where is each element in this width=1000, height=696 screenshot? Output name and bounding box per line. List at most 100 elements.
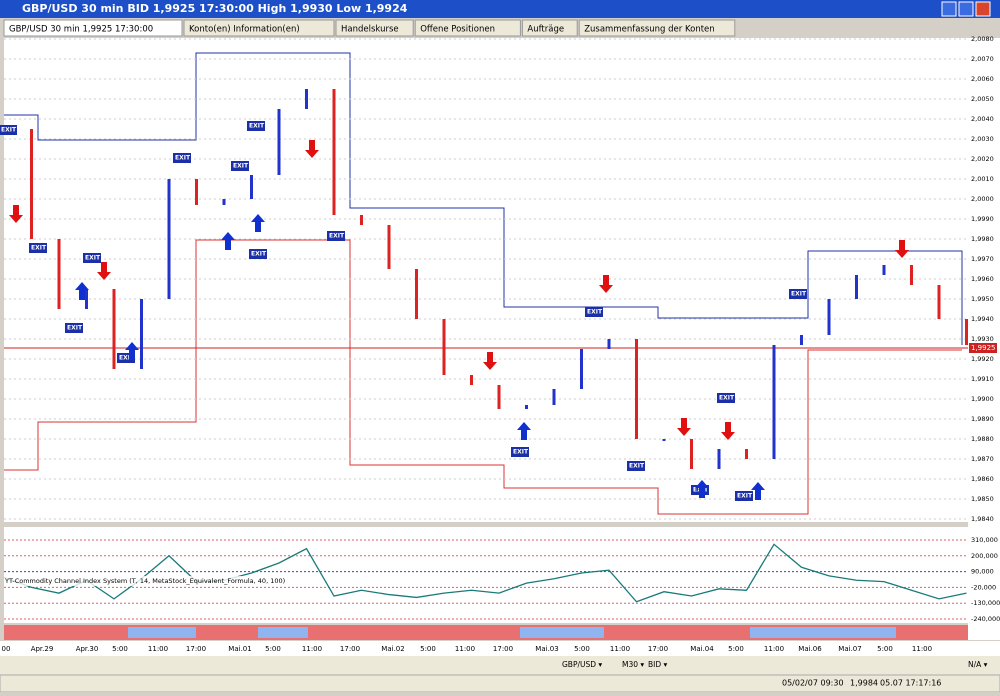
exit-box	[117, 353, 135, 363]
exit-box	[327, 231, 345, 241]
exit-box	[717, 393, 735, 403]
buy-arrow	[517, 422, 531, 440]
price-tick-label: 1,9990	[971, 215, 994, 223]
sell-arrow	[97, 262, 111, 280]
time-tick-label: Mai.07	[838, 645, 861, 653]
signal-long	[750, 627, 896, 638]
buy-arrow	[695, 480, 709, 498]
indicator-tick-label: -240,000	[971, 615, 1000, 623]
exit-box	[585, 307, 603, 317]
time-tick-label: Mai.01	[228, 645, 251, 653]
exit-label: EXIT	[233, 163, 249, 170]
time-tick-label: 5:00	[877, 645, 893, 653]
time-tick-label: 5:00	[574, 645, 590, 653]
toolbar-dropdown[interactable]: GBP/USD ▾	[562, 660, 602, 669]
indicator-tick-label: 200,000	[971, 552, 998, 560]
time-tick-label: Mai.04	[690, 645, 714, 653]
time-tick-label: 5:00	[112, 645, 128, 653]
time-tick-label: Mai.06	[798, 645, 822, 653]
tab[interactable]	[414, 19, 521, 37]
exit-box	[249, 249, 267, 259]
price-tick-label: 1,9870	[971, 455, 994, 463]
time-tick-label: Apr.30	[76, 645, 99, 653]
price-tick-label: 1,9920	[971, 355, 994, 363]
toolbar-dropdown[interactable]: BID ▾	[648, 660, 668, 669]
price-tick-label: 1,9890	[971, 415, 994, 423]
tab[interactable]	[578, 19, 736, 37]
price-tick-label: 1,9840	[971, 515, 994, 523]
price-tick-label: 2,0030	[971, 135, 994, 143]
exit-box	[65, 323, 83, 333]
time-tick-label: 11:00	[302, 645, 322, 653]
buy-arrow	[125, 342, 139, 360]
time-tick-label: 5:00	[420, 645, 436, 653]
exit-box	[247, 121, 265, 131]
time-tick-label: Apr.29	[31, 645, 54, 653]
time-tick-label: 17:00	[648, 645, 668, 653]
exit-label: EXIT	[251, 251, 267, 258]
status-time: 05.07 17:17:16	[880, 679, 941, 688]
price-tick-label: 1,9960	[971, 275, 994, 283]
toolbar-dropdown[interactable]: M30 ▾	[622, 660, 644, 669]
signal-long	[128, 627, 196, 638]
tab[interactable]	[3, 19, 183, 37]
exit-label: EXIT	[737, 493, 753, 500]
sell-arrow	[721, 422, 735, 440]
price-tick-label: 1,9880	[971, 435, 994, 443]
tab[interactable]	[335, 19, 414, 37]
price-tick-label: 2,0040	[971, 115, 994, 123]
exit-label: EXIT	[513, 449, 529, 456]
exit-label: EXIT	[175, 155, 191, 162]
exit-label: EXIT	[67, 325, 83, 332]
maximize-button[interactable]	[958, 1, 974, 17]
signal-strip	[4, 625, 968, 640]
tab[interactable]	[521, 19, 578, 37]
exit-label: EXIT	[329, 233, 345, 240]
toolbar-dropdown[interactable]: N/A ▾	[968, 660, 988, 669]
indicator-label: YT-Commodity Channel Index System (T, 14…	[4, 577, 285, 585]
exit-box	[511, 447, 529, 457]
close-button[interactable]	[975, 1, 991, 17]
exit-label: EXIT	[791, 291, 807, 298]
sell-arrow	[677, 418, 691, 436]
time-tick-label: 5:00	[728, 645, 744, 653]
status-price: 1,9984	[850, 679, 878, 688]
exit-label: EXIT	[587, 309, 603, 316]
tab-label: Offene Positionen	[420, 25, 495, 35]
time-axis	[0, 641, 1000, 656]
price-tick-label: 1,9910	[971, 375, 994, 383]
exit-label: EXIT	[85, 255, 101, 262]
indicator-tick-label: -130,000	[971, 599, 1000, 607]
time-tick-label: 00	[2, 645, 11, 653]
exit-box	[0, 125, 17, 135]
lower-channel	[4, 239, 962, 515]
exit-label: EXIT	[629, 463, 645, 470]
price-axis	[968, 38, 1000, 640]
tab[interactable]	[183, 19, 335, 37]
buy-arrow	[251, 214, 265, 232]
sell-arrow	[895, 240, 909, 258]
time-tick-label: Mai.02	[381, 645, 404, 653]
price-tick-label: 1,9970	[971, 255, 994, 263]
price-tick-label: 2,0080	[971, 35, 994, 43]
indicator-tick-label: -20,000	[971, 583, 996, 591]
time-tick-label: 5:00	[265, 645, 281, 653]
tab-label: Zusammenfassung der Konten	[584, 25, 714, 35]
price-tick-label: 1,9980	[971, 235, 994, 243]
buy-arrow	[75, 282, 89, 300]
time-tick-label: 11:00	[912, 645, 932, 653]
exit-box	[29, 243, 47, 253]
buy-arrow	[751, 482, 765, 500]
exit-box	[83, 253, 101, 263]
time-tick-label: 17:00	[340, 645, 360, 653]
sell-arrow	[305, 140, 319, 158]
price-tick-label: 1,9860	[971, 475, 994, 483]
minimize-button[interactable]	[941, 1, 957, 17]
sell-arrow	[9, 205, 23, 223]
cci-line	[3, 543, 967, 603]
exit-label: EXIT	[249, 123, 265, 130]
time-tick-label: 11:00	[610, 645, 630, 653]
price-tick-label: 2,0060	[971, 75, 994, 83]
indicator-tick-label: 310,000	[971, 536, 998, 544]
